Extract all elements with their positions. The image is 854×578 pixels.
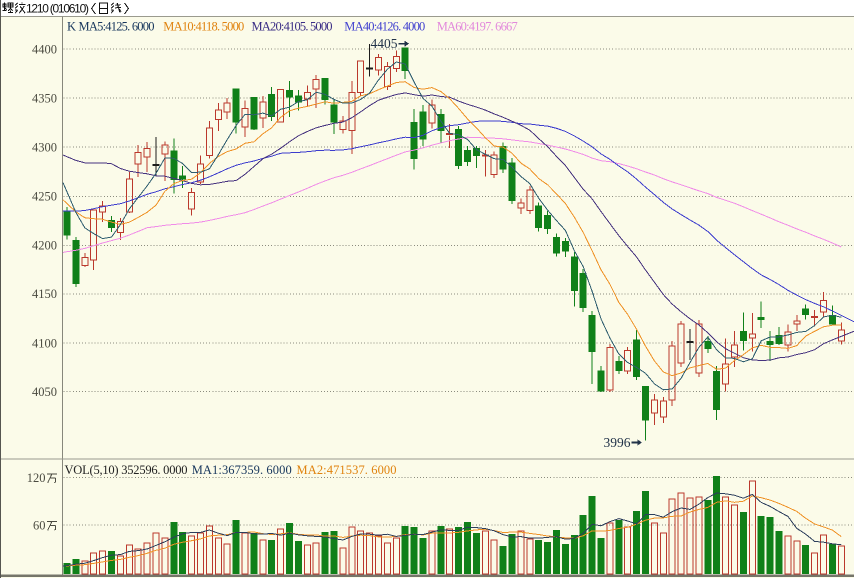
svg-text:MA40:4126. 4000: MA40:4126. 4000 xyxy=(344,20,425,34)
svg-text:4100: 4100 xyxy=(32,336,57,350)
svg-text:MA2:471537. 6000: MA2:471537. 6000 xyxy=(297,463,397,477)
svg-text:4300: 4300 xyxy=(32,141,57,155)
svg-text:MA5:4125. 6000: MA5:4125. 6000 xyxy=(79,20,155,34)
svg-text:4200: 4200 xyxy=(32,239,57,253)
svg-text:1210 (010610): 1210 (010610) xyxy=(26,2,89,16)
svg-text:4400: 4400 xyxy=(32,42,57,56)
svg-text:120: 120 xyxy=(27,471,46,485)
svg-text:MA60:4197. 6667: MA60:4197. 6667 xyxy=(437,20,518,34)
svg-text:MA20:4105. 5000: MA20:4105. 5000 xyxy=(252,20,333,34)
svg-text:60: 60 xyxy=(33,518,46,532)
svg-text:4150: 4150 xyxy=(32,287,57,301)
svg-text:MA10:4118. 5000: MA10:4118. 5000 xyxy=(163,20,244,34)
svg-text:3996: 3996 xyxy=(604,435,631,450)
svg-text:4250: 4250 xyxy=(32,190,57,204)
svg-text:4350: 4350 xyxy=(32,91,57,105)
svg-text:4405: 4405 xyxy=(371,36,398,51)
svg-text:K: K xyxy=(67,20,76,34)
svg-text:VOL(5,10) 352596. 0000: VOL(5,10) 352596. 0000 xyxy=(65,463,188,477)
svg-text:MA1:367359. 6000: MA1:367359. 6000 xyxy=(192,463,292,477)
svg-text:4050: 4050 xyxy=(32,385,57,399)
